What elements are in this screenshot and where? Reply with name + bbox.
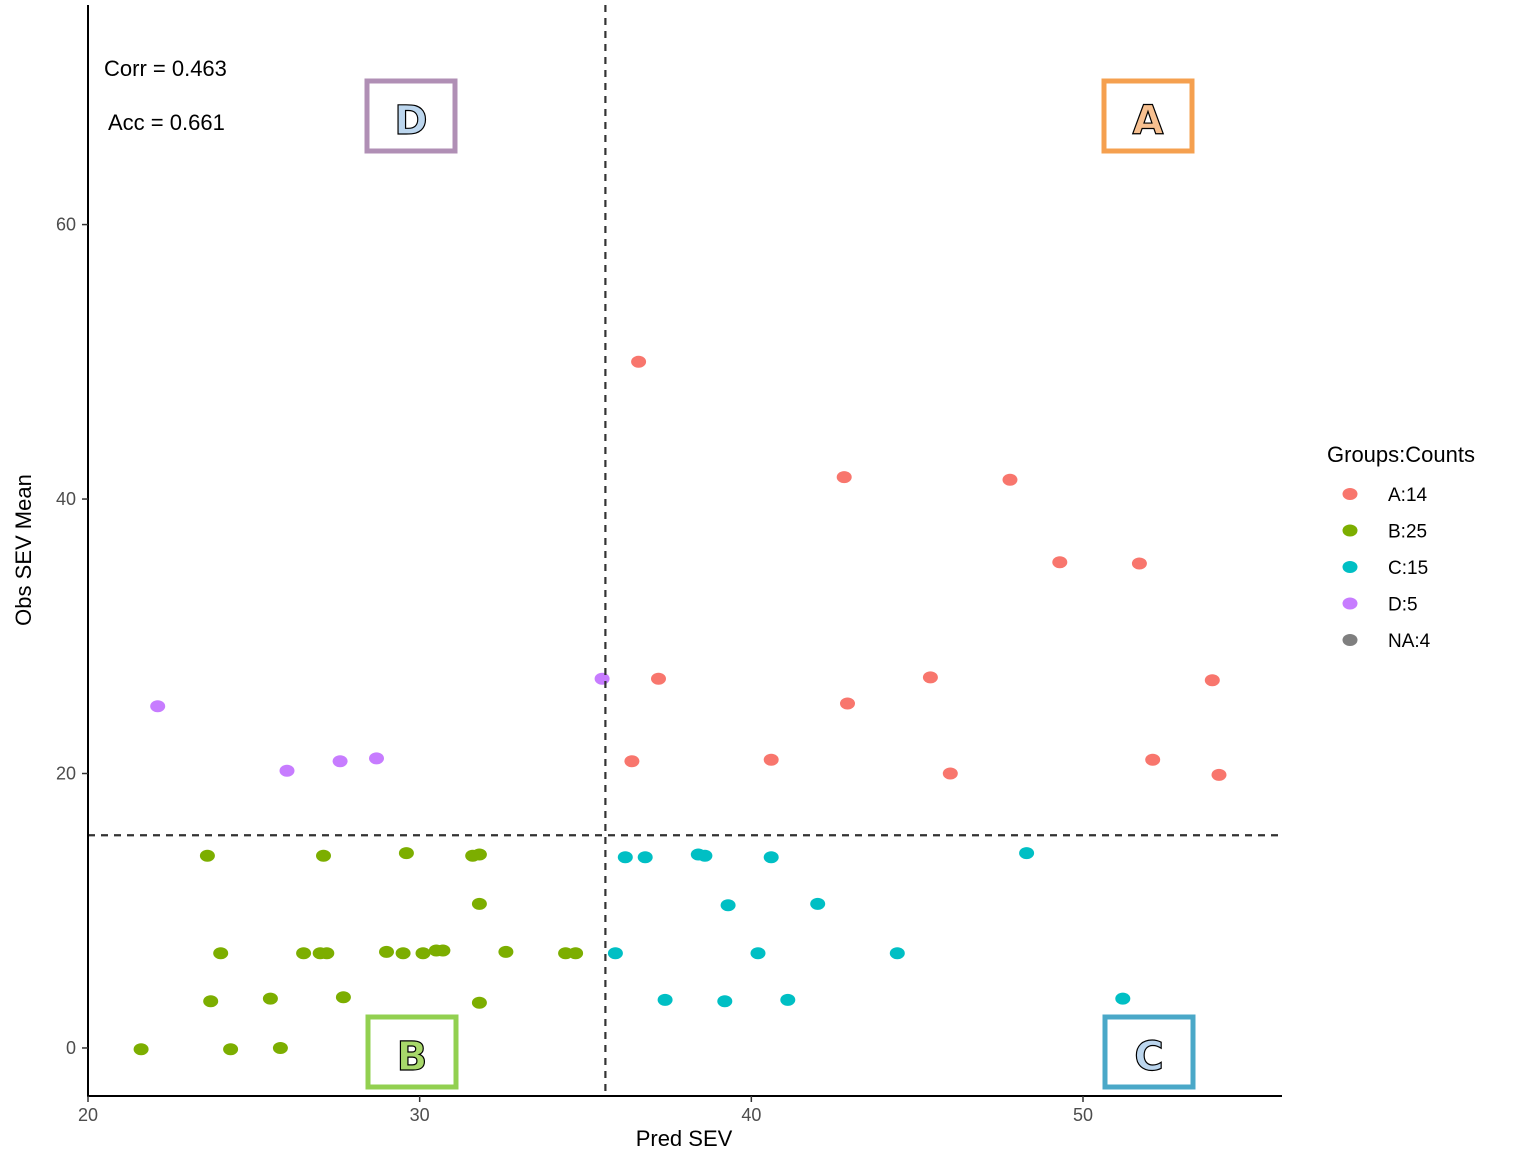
point-c-13	[780, 993, 796, 1006]
point-b-7	[296, 947, 312, 960]
legend-title: Groups:Counts	[1327, 442, 1475, 467]
points-layer	[133, 355, 1227, 1056]
point-d-0	[150, 700, 166, 713]
point-b-2	[398, 847, 414, 860]
quadrant-letter-a: A	[1133, 98, 1164, 144]
point-c-9	[750, 947, 766, 960]
point-b-11	[395, 947, 411, 960]
point-d-2	[332, 755, 348, 768]
point-c-14	[1115, 992, 1131, 1005]
point-a-6	[922, 671, 938, 684]
point-b-1	[316, 849, 331, 862]
point-c-11	[657, 993, 673, 1006]
x-tick-label: 50	[1073, 1105, 1093, 1125]
quadrant-letter-b: B	[397, 1034, 428, 1080]
point-b-19	[262, 992, 278, 1005]
corr-annotation: Corr = 0.463	[104, 56, 227, 81]
y-tick-label: 60	[56, 215, 76, 235]
point-b-24	[272, 1042, 288, 1054]
legend-label-1: B:25	[1388, 522, 1427, 543]
point-a-9	[624, 755, 640, 768]
point-b-23	[223, 1043, 239, 1056]
point-d-3	[369, 752, 384, 765]
point-b-14	[435, 944, 451, 957]
point-a-10	[763, 753, 779, 766]
point-a-7	[1204, 674, 1220, 687]
point-c-1	[637, 851, 653, 864]
point-b-6	[213, 947, 229, 960]
point-b-10	[379, 945, 394, 958]
legend-swatch-4	[1342, 634, 1358, 646]
quadrant-letter-d: D	[394, 98, 427, 144]
point-a-12	[1145, 753, 1161, 766]
point-c-8	[607, 947, 623, 960]
y-tick-label: 20	[56, 764, 76, 784]
point-d-4	[594, 672, 610, 685]
point-a-2	[1002, 473, 1018, 486]
legend-swatch-2	[1342, 561, 1358, 573]
point-c-12	[717, 995, 733, 1008]
point-b-15	[498, 945, 514, 958]
legend-swatch-1	[1342, 524, 1358, 537]
legend-items: A:14 B:25 C:15 D:5 NA:4	[1342, 485, 1431, 652]
point-c-3	[697, 849, 713, 862]
point-b-5	[471, 897, 487, 910]
point-b-18	[203, 995, 219, 1008]
point-c-5	[1019, 847, 1035, 860]
y-axis-label: Obs SEV Mean	[11, 474, 36, 626]
point-a-0	[631, 355, 647, 368]
legend-label-2: C:15	[1388, 558, 1428, 579]
point-c-10	[889, 947, 905, 960]
x-tick-label: 30	[410, 1105, 430, 1125]
point-d-1	[279, 764, 295, 777]
point-a-5	[651, 672, 666, 685]
point-b-22	[133, 1043, 149, 1056]
quadrant-box-c	[1102, 1014, 1196, 1090]
x-axis-label: Pred SEV	[636, 1126, 733, 1151]
acc-annotation: Acc = 0.661	[108, 110, 225, 135]
point-c-7	[810, 897, 826, 910]
point-a-4	[1131, 557, 1147, 570]
quadrant-labels: D A B C	[364, 78, 1196, 1090]
point-c-4	[763, 851, 779, 864]
x-tick-label: 40	[741, 1105, 761, 1125]
point-a-11	[942, 767, 958, 780]
legend-swatch-0	[1342, 488, 1358, 500]
legend-label-4: NA:4	[1388, 631, 1431, 652]
point-c-6	[720, 899, 736, 912]
legend-swatch-3	[1342, 597, 1358, 610]
y-tick-label: 40	[56, 489, 76, 509]
point-b-20	[335, 991, 351, 1004]
axes: 20 30 40 50 0 20 40 60	[56, 5, 1282, 1125]
quadrant-box-a	[1101, 78, 1195, 154]
point-b-9	[319, 947, 335, 960]
point-b-0	[199, 849, 215, 862]
point-c-0	[617, 851, 633, 864]
legend-label-0: A:14	[1388, 485, 1428, 506]
point-a-13	[1211, 768, 1227, 781]
y-tick-label: 0	[66, 1038, 76, 1058]
quadrant-letter-c: C	[1134, 1034, 1163, 1080]
point-a-3	[1052, 556, 1068, 569]
quadrant-box-d	[364, 78, 458, 154]
x-tick-label: 20	[78, 1105, 98, 1125]
quadrant-box-b	[365, 1014, 459, 1090]
legend: Groups:Counts A:14 B:25 C:15 D:5 NA:4	[1327, 442, 1475, 652]
point-b-17	[568, 947, 584, 960]
point-b-4	[471, 848, 487, 861]
point-b-21	[471, 996, 487, 1009]
point-a-1	[836, 471, 852, 484]
point-a-8	[840, 697, 855, 710]
point-b-12	[415, 947, 431, 960]
legend-label-3: D:5	[1388, 595, 1418, 616]
